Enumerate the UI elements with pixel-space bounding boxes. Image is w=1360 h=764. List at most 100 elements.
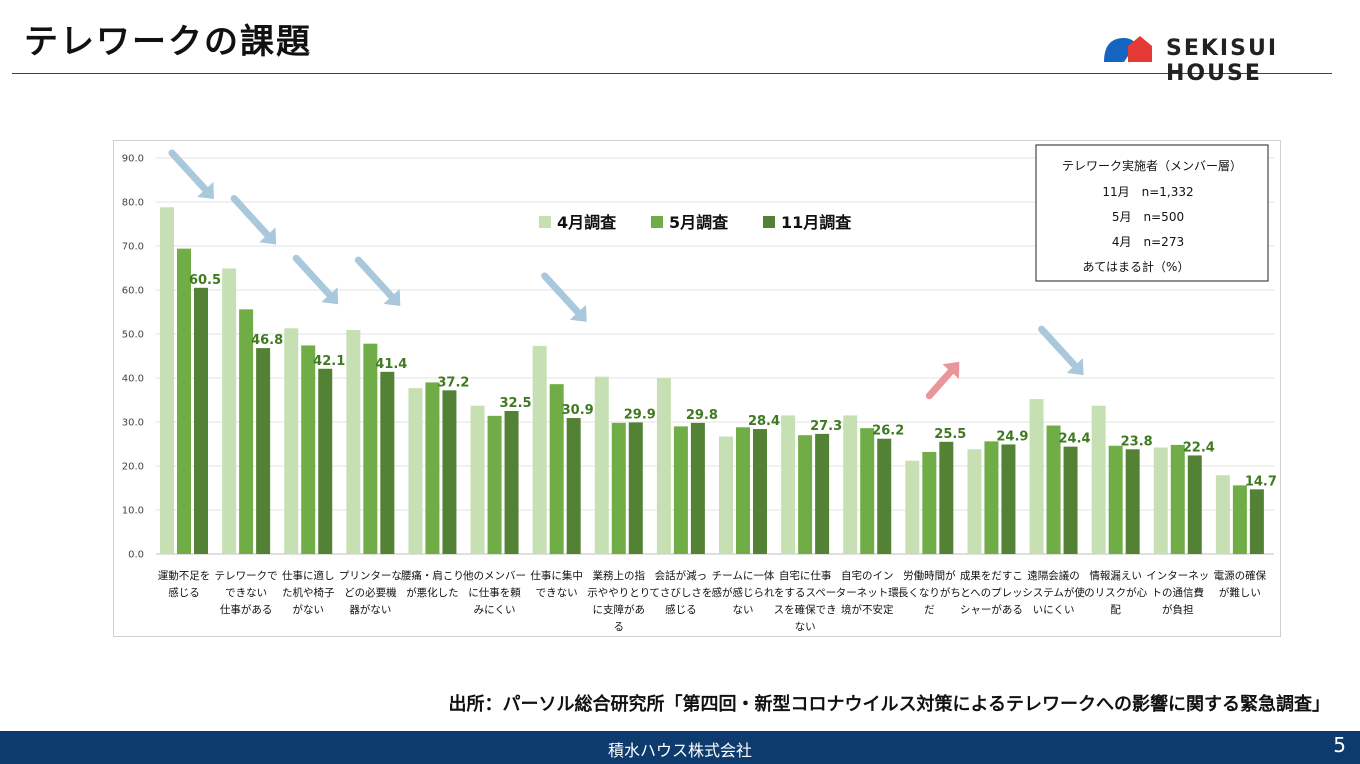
bar-chart: 0.0 10.0 20.0 30.0 40.0 50.0 60.0 70.0 80.0 90.0 6… xyxy=(122,144,1277,633)
category-label: 労働時間が xyxy=(903,569,956,582)
category-label: ない xyxy=(795,621,816,633)
category-label: 境が不安定 xyxy=(841,603,894,616)
bar-may xyxy=(177,248,191,554)
logo-mark-red xyxy=(1128,36,1152,62)
bar-nov xyxy=(380,371,395,554)
category-label: 感じる xyxy=(168,586,200,599)
category-label: 他のメンバー xyxy=(463,569,526,582)
bar-nov xyxy=(1001,444,1016,554)
bar-may xyxy=(1108,445,1123,554)
legend-swatch xyxy=(763,216,775,228)
y-tick-label: 10.0 xyxy=(122,506,144,517)
legend-label: 11月調査 xyxy=(781,213,851,232)
bar-may xyxy=(487,415,502,554)
category-label: 会話が減っ xyxy=(655,569,708,582)
value-label: 46.8 xyxy=(251,333,283,348)
bar-nov xyxy=(442,390,457,554)
bar-apr xyxy=(905,460,920,554)
y-tick-label: 80.0 xyxy=(122,198,144,209)
category-label: が悪化した xyxy=(406,586,459,599)
legend-label: 5月調査 xyxy=(669,213,728,232)
page-number: 5 xyxy=(1333,733,1346,757)
bar-apr xyxy=(1215,475,1230,554)
bar-nov xyxy=(753,429,767,554)
bar-apr xyxy=(532,345,547,554)
category-label: プリンターな xyxy=(339,570,402,582)
category-label: チームに一体 xyxy=(712,570,775,582)
value-label: 41.4 xyxy=(375,357,407,372)
value-label: 24.9 xyxy=(996,429,1028,444)
value-label: 32.5 xyxy=(500,396,532,411)
bar-apr xyxy=(594,376,609,554)
category-label: ない xyxy=(733,604,754,616)
category-label: できない xyxy=(225,587,267,599)
info-box-line: 4月 n=273 xyxy=(1112,235,1184,249)
footer-bar: 積水ハウス株式会社 5 xyxy=(0,731,1360,764)
bar-may xyxy=(922,451,937,554)
trend-arrow-down xyxy=(168,149,214,199)
trend-arrow-down xyxy=(230,194,277,245)
value-label: 22.4 xyxy=(1183,440,1215,455)
slide-title: テレワークの課題 xyxy=(24,22,312,62)
value-label: 26.2 xyxy=(872,424,904,439)
value-label: 23.8 xyxy=(1121,434,1153,449)
category-label: が難しい xyxy=(1219,586,1261,599)
legend-label: 4月調査 xyxy=(557,213,616,232)
category-label: に支障があ xyxy=(593,603,646,616)
category-label: てさびしさを xyxy=(649,587,712,599)
bar-apr xyxy=(1091,405,1106,554)
category-label: がない xyxy=(292,603,324,616)
bar-nov xyxy=(1187,455,1202,554)
title-divider xyxy=(12,73,1332,74)
category-label: る xyxy=(614,621,625,633)
category-label: に仕事を頼 xyxy=(468,586,521,599)
y-tick-label: 0.0 xyxy=(128,550,144,561)
source-citation: 出所：パーソル総合研究所「第四回・新型コロナウイルス対策によるテレワークへの影響… xyxy=(448,694,1330,715)
bar-nov xyxy=(939,441,954,554)
bar-nov xyxy=(566,418,581,554)
bar-may xyxy=(1170,444,1185,554)
bar-apr xyxy=(967,449,982,554)
logo-text: SEKISUI HOUSE xyxy=(1166,36,1279,86)
bar-nov xyxy=(628,422,643,554)
bar-nov xyxy=(877,438,892,554)
value-label: 29.8 xyxy=(686,408,718,423)
legend-swatch xyxy=(539,216,551,228)
info-box-title: テレワーク実施者（メンバー層） xyxy=(1062,158,1242,173)
category-label: 腰痛・肩こり xyxy=(401,569,464,582)
category-label: が負担 xyxy=(1162,603,1194,616)
category-label: 仕事に集中 xyxy=(530,569,583,582)
bar-apr xyxy=(843,415,858,554)
bar-may xyxy=(425,382,440,554)
category-label: 電源の確保 xyxy=(1214,569,1267,582)
category-label: 情報漏えい xyxy=(1089,569,1142,582)
bar-nov xyxy=(194,287,208,554)
bar-may xyxy=(363,343,378,554)
bar-apr xyxy=(781,415,796,554)
bar-nov xyxy=(815,433,830,554)
trend-arrow-down xyxy=(354,256,401,307)
category-label: た机や椅子 xyxy=(282,586,335,599)
category-label: みにくい xyxy=(474,604,516,616)
y-tick-label: 40.0 xyxy=(122,374,144,385)
category-label: 長くなりがち xyxy=(898,586,961,599)
value-label: 28.4 xyxy=(748,414,780,429)
bar-nov xyxy=(256,348,271,554)
bar-may xyxy=(1046,425,1061,554)
info-box-line: 5月 n=500 xyxy=(1112,210,1184,224)
category-label: 配 xyxy=(1110,604,1121,616)
bar-apr xyxy=(656,378,671,554)
bar-may xyxy=(301,345,316,554)
category-label: インターネッ xyxy=(1146,570,1209,582)
info-box-line: 11月 n=1,332 xyxy=(1102,185,1193,199)
y-tick-label: 60.0 xyxy=(122,286,144,297)
bar-apr xyxy=(1153,447,1168,554)
bar-apr xyxy=(284,328,299,554)
category-label: できない xyxy=(536,587,578,599)
category-label: 仕事がある xyxy=(220,603,273,616)
value-label: 25.5 xyxy=(934,427,966,442)
category-label: 遠隔会議の xyxy=(1027,569,1080,582)
sekisui-house-logo xyxy=(1104,36,1152,62)
category-label: どの必要機 xyxy=(344,586,397,599)
y-tick-label: 90.0 xyxy=(122,154,144,165)
